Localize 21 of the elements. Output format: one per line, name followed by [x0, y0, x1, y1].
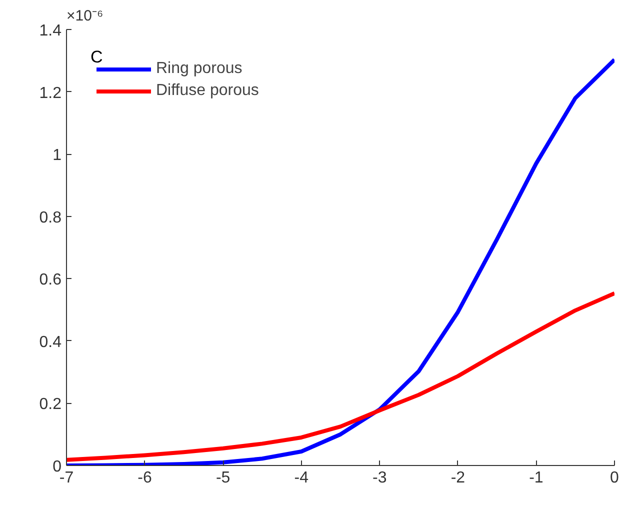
legend-label: Diffuse porous [156, 82, 259, 100]
y-tick-label: 0.4 [39, 334, 62, 351]
x-tick-label: 0 [610, 470, 620, 486]
x-tick-label: -6 [138, 470, 152, 486]
annotation: C [90, 48, 103, 66]
legend-label: Ring porous [156, 60, 242, 78]
x-tick-label: -4 [294, 470, 309, 486]
x-tick-label: -1 [529, 470, 544, 486]
x-tick-label: -3 [372, 470, 387, 486]
y-tick-label: 0.2 [39, 396, 62, 414]
x-tick-label: -5 [216, 470, 230, 486]
x-tick-label: -7 [59, 470, 74, 486]
line-series [66, 291, 614, 462]
y-tick-label: 0.8 [39, 209, 62, 226]
x-tick-label: -2 [450, 470, 466, 486]
y-tick-label: 0.6 [39, 272, 62, 289]
y-tick-label: 1.2 [39, 84, 62, 102]
y-tick-label: 1 [52, 147, 62, 164]
y-tick-label: 0 [52, 458, 62, 476]
y-tick-label: 1.4 [39, 22, 62, 40]
text: ×10⁻⁶ [66, 8, 104, 24]
